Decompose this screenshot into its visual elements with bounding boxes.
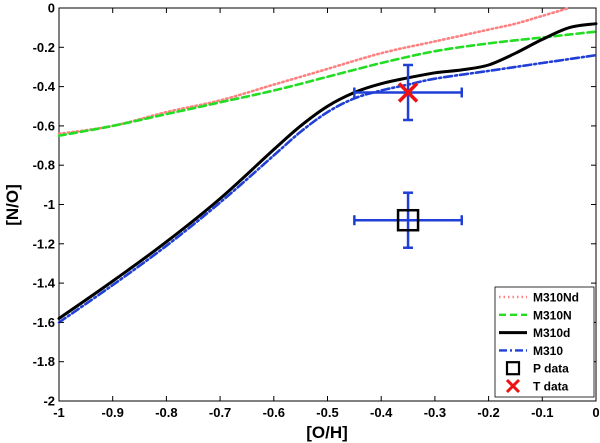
x-axis-label: [O/H] xyxy=(306,423,348,442)
x-tick-label: -1 xyxy=(53,405,65,420)
legend-swatch-square xyxy=(505,361,521,376)
series-m310d-line xyxy=(57,22,598,320)
square-marker xyxy=(396,208,420,232)
y-axis-label: [N/O] xyxy=(3,184,22,226)
legend-label: M310d xyxy=(533,326,570,340)
x-marker xyxy=(397,82,419,103)
series-m310nd-line xyxy=(57,6,571,136)
x-tick-label: 0 xyxy=(592,405,599,420)
y-tick-label: -0.4 xyxy=(33,79,56,94)
y-tick-label: -1.2 xyxy=(33,236,55,251)
x-tick-label: -0.3 xyxy=(424,405,446,420)
y-tick-label: -1.6 xyxy=(33,315,55,330)
y-tick-label: -2 xyxy=(43,394,55,409)
y-tick-label: -0.6 xyxy=(33,118,55,133)
x-tick-label: -0.1 xyxy=(531,405,553,420)
series-m310n-line xyxy=(57,30,598,137)
x-tick-label: -0.9 xyxy=(101,405,123,420)
legend-box xyxy=(494,286,595,398)
series-layer xyxy=(57,6,598,324)
legend-label: P data xyxy=(533,362,569,376)
x-tick-label: -0.4 xyxy=(370,405,393,420)
legend-label: M310Nd xyxy=(533,291,579,305)
legend-label: M310N xyxy=(533,308,572,322)
x-tick-label: -0.6 xyxy=(263,405,285,420)
y-tick-label: 0 xyxy=(48,1,55,16)
points-layer xyxy=(353,63,463,249)
point-t-data xyxy=(353,63,463,122)
point-p-data xyxy=(353,191,463,249)
legend: M310Nd M310N M310d M310 P data T data xyxy=(494,286,595,398)
y-tick-label: -0.2 xyxy=(33,40,55,55)
legend-label: M310 xyxy=(533,344,563,358)
ticks-layer: -1 -0.9 -0.8 -0.7 -0.6 -0.5 -0.4 -0.3 -0.2 -0.1 0 0… xyxy=(33,1,600,421)
x-tick-label: -0.7 xyxy=(209,405,231,420)
y-tick-label: -0.8 xyxy=(33,158,55,173)
x-tick-label: -0.5 xyxy=(316,405,338,420)
legend-label: T data xyxy=(533,380,569,394)
legend-swatch-x xyxy=(505,378,521,394)
series-m310-line xyxy=(57,53,598,324)
y-tick-label: -1.8 xyxy=(33,354,55,369)
y-tick-label: -1 xyxy=(43,197,55,212)
x-tick-label: -0.8 xyxy=(155,405,177,420)
y-tick-label: -1.4 xyxy=(33,276,56,291)
x-tick-label: -0.2 xyxy=(477,405,499,420)
